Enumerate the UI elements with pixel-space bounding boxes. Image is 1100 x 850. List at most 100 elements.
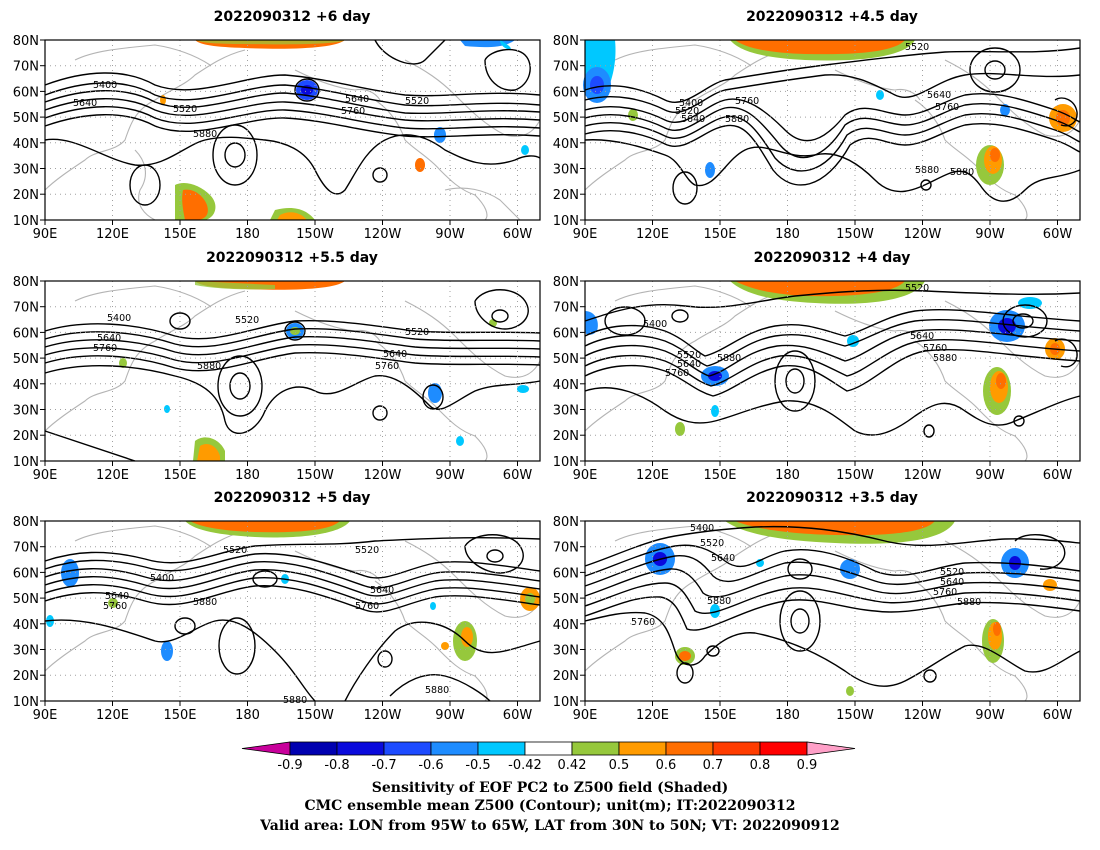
lat-tick-label: 10N [553, 214, 579, 229]
lat-tick-label: 40N [553, 137, 579, 152]
lat-tick-label: 60N [553, 326, 579, 341]
lon-tick-label: 150W [836, 468, 874, 483]
z500-contours [44, 534, 541, 702]
lon-tick-label: 120E [96, 227, 129, 242]
lon-tick-label: 120E [96, 468, 129, 483]
lat-tick-label: 20N [13, 188, 39, 203]
lat-lon-grid [585, 40, 1080, 220]
map-frame [584, 280, 1081, 462]
lon-tick-label: 180 [775, 468, 800, 483]
map-panel-plus3-5: 5400 5520 5640 5880 5760 5520 5640 5760 … [584, 520, 1081, 702]
lon-tick-label: 150E [703, 708, 736, 723]
sensitivity-shading [585, 281, 1065, 436]
lon-tick-label: 150E [163, 227, 196, 242]
lon-tick-label: 90E [33, 468, 58, 483]
colorbar-box [618, 741, 667, 756]
lon-tick-label: 90W [975, 468, 1005, 483]
lon-tick-label: 90W [435, 468, 465, 483]
contour-label: 5880 [425, 685, 449, 696]
lon-tick-label: 150E [163, 708, 196, 723]
lat-tick-label: 10N [13, 695, 39, 710]
lon-tick-label: 150E [703, 468, 736, 483]
contour-label: 5520 [405, 327, 429, 338]
contour-label: 5640 [940, 577, 964, 588]
lon-tick-label: 90W [435, 708, 465, 723]
colorbar-tick-label: 0.5 [609, 758, 630, 773]
lat-tick-label: 10N [553, 455, 579, 470]
lat-tick-label: 20N [13, 429, 39, 444]
lat-tick-label: 40N [553, 378, 579, 393]
colorbar-tick-label: 0.7 [703, 758, 724, 773]
contour-label: 5520 [405, 96, 429, 107]
contour-label: 5640 [927, 90, 951, 101]
lat-tick-label: 20N [553, 188, 579, 203]
lon-tick-label: 90E [573, 468, 598, 483]
colorbar-high-arrow [806, 741, 856, 756]
colorbar-tick-label: -0.8 [324, 758, 349, 773]
colorbar-tick-label: 0.42 [558, 758, 587, 773]
lon-tick-label: 150E [163, 468, 196, 483]
lat-lon-grid [45, 281, 540, 461]
lat-tick-label: 50N [553, 352, 579, 367]
z500-contours [584, 525, 1081, 687]
contour-label: 5520 [677, 350, 701, 361]
contour-label: 5640 [681, 114, 705, 125]
lat-tick-label: 80N [553, 34, 579, 49]
lat-tick-label: 50N [13, 592, 39, 607]
sensitivity-shading [119, 281, 529, 461]
lat-tick-label: 10N [13, 214, 39, 229]
colorbar-tick-label: -0.42 [508, 758, 542, 773]
lat-tick-label: 50N [13, 352, 39, 367]
map-frame [584, 39, 1081, 221]
lon-tick-label: 60W [1043, 708, 1073, 723]
lat-tick-label: 10N [13, 455, 39, 470]
contour-label: 5640 [677, 359, 701, 370]
colorbar-tick-label: 0.6 [656, 758, 677, 773]
contour-label: 5520 [355, 545, 379, 556]
map-panel-plus5-5: 5400 5520 5640 5760 5520 5880 5640 5760 [44, 280, 541, 462]
lat-lon-grid [585, 281, 1080, 461]
z500-contours [584, 289, 1081, 438]
contour-label: 5640 [73, 98, 97, 109]
caption-line-3: Valid area: LON from 95W to 65W, LAT fro… [259, 818, 840, 834]
lat-tick-label: 40N [553, 618, 579, 633]
contour-label: 5760 [935, 102, 959, 113]
contour-labels: 5400 5640 5520 5640 5760 5520 5880 [73, 80, 429, 140]
z500-contours [44, 289, 541, 462]
lat-tick-label: 80N [553, 275, 579, 290]
map-panel-plus4-5: 5520 5400 5520 5640 5760 5880 5640 5760 … [583, 39, 1081, 221]
lat-tick-label: 50N [553, 592, 579, 607]
contour-label: 5520 [940, 567, 964, 578]
colorbar-tick-label: -0.9 [277, 758, 302, 773]
caption-line-1: Sensitivity of EOF PC2 to Z500 field (Sh… [372, 780, 728, 796]
lon-tick-label: 150W [836, 708, 874, 723]
lon-tick-label: 60W [503, 708, 533, 723]
contour-label: 5880 [707, 596, 731, 607]
lon-tick-label: 150W [836, 227, 874, 242]
colorbar-box [289, 741, 338, 756]
map-frame [44, 39, 541, 221]
contour-label: 5520 [905, 283, 929, 294]
contour-label: 5760 [735, 96, 759, 107]
panel-title: 2022090312 +5 day [214, 490, 371, 506]
contour-label: 5520 [675, 106, 699, 117]
z500-contours [44, 39, 541, 206]
contour-label: 5400 [643, 319, 667, 330]
lat-tick-label: 40N [13, 378, 39, 393]
lon-tick-label: 180 [235, 708, 260, 723]
lon-tick-label: 150W [296, 708, 334, 723]
lat-tick-label: 70N [13, 541, 39, 556]
colorbar-tick-label: -0.6 [418, 758, 443, 773]
colorbar-tick-label: 0.9 [797, 758, 818, 773]
map-panel-plus5: 5400 5520 5520 5640 5760 5880 5640 5760 … [44, 520, 541, 706]
land-outline [584, 285, 1081, 462]
contour-label: 5400 [679, 98, 703, 109]
lon-tick-label: 60W [503, 227, 533, 242]
lon-tick-label: 60W [1043, 468, 1073, 483]
colorbar-box [712, 741, 761, 756]
lat-tick-label: 70N [553, 541, 579, 556]
lon-tick-label: 120W [904, 468, 942, 483]
lon-tick-label: 180 [235, 227, 260, 242]
contour-labels: 5400 5520 5640 5760 5520 5880 5640 5760 [93, 313, 429, 372]
